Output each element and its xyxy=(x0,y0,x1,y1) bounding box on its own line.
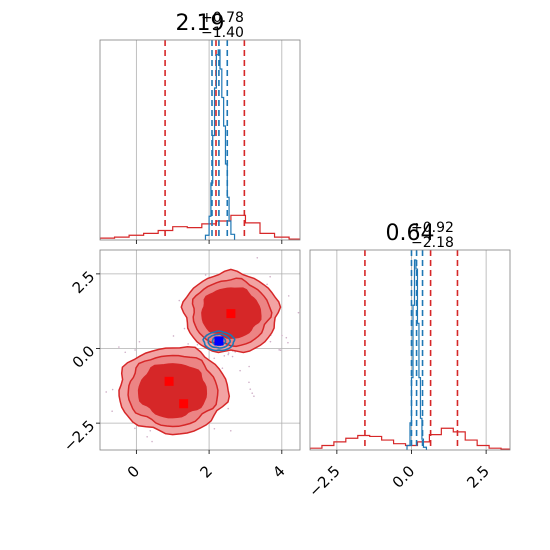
sample-point xyxy=(227,352,230,354)
sample-point xyxy=(149,429,152,432)
title-marginal-y-plus: +0.92 xyxy=(411,220,454,236)
sample-point xyxy=(269,340,272,343)
sample-point xyxy=(266,283,268,286)
sample-point xyxy=(269,275,271,278)
y-ticks: −2.5 0.0 2.5 xyxy=(60,268,100,455)
x-tick-label: −2.5 xyxy=(305,462,343,500)
sample-point xyxy=(231,355,234,358)
sample-point xyxy=(287,295,290,297)
sample-point xyxy=(134,349,136,351)
sample-point xyxy=(256,256,259,259)
sample-point xyxy=(118,346,120,348)
red-median-marker xyxy=(164,376,174,386)
red-contour-level-2 xyxy=(137,363,208,419)
blue-contour-level-0 xyxy=(202,330,236,352)
sample-point xyxy=(281,334,283,337)
marginal-x-histograms xyxy=(100,40,300,240)
x-tick-label: 0.0 xyxy=(389,462,419,492)
joint-contours xyxy=(105,256,300,443)
histogram-series-1 xyxy=(204,49,236,240)
blue-median-marker xyxy=(214,336,224,346)
x-tick-label: 0 xyxy=(124,462,143,481)
sample-point xyxy=(111,410,113,413)
panel-marginal-y: 0.64 +0.92 −2.18 −2.5 0.0 2.5 xyxy=(305,220,511,501)
sample-point xyxy=(227,407,230,410)
sample-point xyxy=(183,327,186,330)
panel-joint: 0 2 4 −2.5 0.0 2.5 xyxy=(60,249,301,482)
y-tick-label: 0.0 xyxy=(69,342,99,372)
red-median-marker xyxy=(179,399,189,409)
title-marginal-x-minus: −1.40 xyxy=(201,25,244,41)
title-marginal-y: 0.64 xyxy=(386,221,435,246)
sample-point xyxy=(204,274,207,276)
sample-point xyxy=(229,429,232,432)
sample-point xyxy=(138,340,141,343)
sample-point xyxy=(248,365,250,368)
y-tick-label: 2.5 xyxy=(69,268,99,298)
sample-point xyxy=(251,392,254,394)
sample-point xyxy=(227,353,229,356)
sample-point xyxy=(105,391,108,393)
sample-point xyxy=(134,427,136,430)
sample-point xyxy=(285,336,288,339)
sample-point xyxy=(178,299,181,302)
sample-point xyxy=(279,349,282,351)
x-tick-label: 2 xyxy=(196,462,215,481)
sample-point xyxy=(146,436,148,438)
title-marginal-x: 2.19 xyxy=(176,11,225,36)
sample-point xyxy=(223,355,226,357)
sample-point xyxy=(253,395,255,397)
histogram-series-0 xyxy=(100,214,300,240)
y-tick-label: −2.5 xyxy=(60,417,98,455)
sample-point xyxy=(111,388,114,391)
sample-point xyxy=(172,335,175,337)
x-tick-label: 2.5 xyxy=(463,462,493,492)
panel-frame xyxy=(309,249,511,451)
grid xyxy=(135,40,283,240)
panel-frame xyxy=(99,249,301,451)
sample-point xyxy=(249,388,252,390)
sample-point xyxy=(196,343,199,346)
sample-point xyxy=(248,381,250,384)
sample-point xyxy=(151,440,153,443)
title-marginal-x-plus: +0.78 xyxy=(201,10,244,26)
sample-point xyxy=(187,343,189,345)
panel-marginal-x: 2.19 +0.78 −1.40 024 xyxy=(99,10,301,272)
sample-point xyxy=(213,357,216,360)
marginal-y-histograms xyxy=(310,250,510,450)
sample-point xyxy=(124,351,127,354)
blue-contour-level-1 xyxy=(207,333,232,349)
x-ticks: −2.5 0.0 2.5 xyxy=(305,450,493,501)
sample-point xyxy=(221,367,224,370)
sample-point xyxy=(297,311,300,314)
sample-point xyxy=(287,341,289,344)
title-marginal-y-minus: −2.18 xyxy=(411,235,454,251)
x-ticks: 0 2 4 xyxy=(124,450,289,482)
sample-point xyxy=(278,349,280,351)
x-tick-label: 4 xyxy=(269,462,288,481)
sample-point xyxy=(213,427,216,430)
sample-point xyxy=(239,369,241,372)
red-median-marker xyxy=(226,309,236,319)
panel-frame xyxy=(99,39,301,241)
